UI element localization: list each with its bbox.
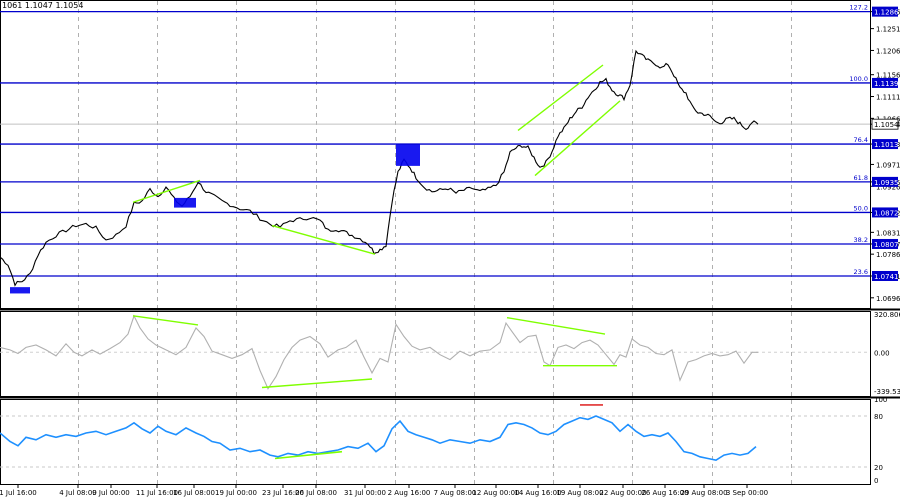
- cci-axis-label: 320.8062: [874, 311, 900, 319]
- fib-level-label: 100.0: [849, 75, 868, 83]
- time-tick-label: 19 Jul 00:00: [215, 489, 257, 497]
- fib-price-tag: [872, 176, 898, 187]
- price-trend-line: [132, 179, 201, 203]
- zone-box: [174, 197, 196, 208]
- fib-level-label: 23.6: [854, 268, 868, 276]
- fib-price-tag-label: 1.1013: [874, 141, 899, 149]
- price-tick-label: 1.1111: [876, 94, 900, 102]
- current-price-tag: [871, 118, 899, 130]
- time-tick-label: 16 Jul 08:00: [173, 489, 215, 497]
- cci-panel: 320.8062 0.00 -339.532: [0, 311, 900, 399]
- price-trend-line: [271, 224, 376, 255]
- cci-trend-line: [506, 316, 606, 335]
- time-tick-label: 7 Aug 08:00: [434, 489, 477, 497]
- fib-price-tag-label: 1.1139: [874, 80, 899, 88]
- time-axis: 1 Jul 16:00 4 Jul 08:009 Jul 00:00 11 Jul …: [0, 484, 768, 497]
- price-trend-line: [534, 100, 621, 177]
- fib-price-tag: [872, 238, 898, 249]
- time-tick-label: 19 Aug 08:00: [556, 489, 603, 497]
- rsi-panel: 100 80 20 0: [0, 396, 887, 485]
- time-tick-label: 26 Aug 16:00: [641, 489, 688, 497]
- fib-price-tag-label: 1.0935: [874, 179, 899, 187]
- fib-level-label: 76.4: [854, 136, 868, 144]
- time-tick-label: 4 Jul 08:00: [59, 489, 97, 497]
- price-series: [0, 49, 759, 287]
- zone-box: [10, 287, 30, 294]
- fib-level-label: 61.8: [854, 174, 868, 182]
- fib-price-tag: [872, 139, 898, 150]
- fib-level-label: 38.2: [854, 236, 868, 244]
- panel-frame: [0, 0, 871, 309]
- fib-price-tag: [872, 77, 898, 88]
- time-tick-label: 23 Jul 16:00: [262, 489, 304, 497]
- fib-price-tag: [872, 207, 898, 218]
- time-tick-label: 3 Sep 00:00: [726, 489, 768, 497]
- fib-price-tag-label: 1.1286: [874, 9, 899, 17]
- time-tick-label: 1 Jul 16:00: [0, 489, 37, 497]
- price-tick-label: 1.1156: [876, 72, 900, 80]
- rsi-axis-label: 80: [874, 413, 883, 421]
- fib-price-tag-label: 1.0807: [874, 241, 899, 249]
- cci-trend-line: [261, 378, 373, 389]
- price-tick-label: 1.0696: [876, 295, 900, 303]
- price-tick-label: 1.0831: [876, 229, 900, 237]
- ohlc-header: 1061 1.1047 1.1054: [2, 1, 84, 10]
- time-tick-label: 12 Aug 00:00: [472, 489, 519, 497]
- price-tick-label: 1.0786: [876, 251, 900, 259]
- time-tick-label: 14 Aug 16:00: [514, 489, 561, 497]
- time-tick-label: 22 Aug 00:00: [599, 489, 646, 497]
- rsi-axis-label: 20: [874, 464, 883, 472]
- rsi-axis-label: 100: [874, 396, 887, 404]
- price-tick-label: 1.1206: [876, 47, 900, 55]
- fib-level-label: 50.0: [854, 204, 868, 212]
- rsi-axis-label: 0: [874, 477, 878, 485]
- zone-box: [396, 144, 420, 166]
- cci-axis-label: 0.00: [874, 349, 890, 357]
- fib-price-tag-label: 1.0741: [874, 273, 899, 281]
- time-tick-label: 2 Aug 16:00: [388, 489, 431, 497]
- time-tick-label: 26 Jul 08:00: [295, 489, 337, 497]
- price-trend-line: [517, 64, 604, 132]
- fib-price-tag-label: 1.0872: [874, 209, 899, 217]
- current-price-tag-label: 1.1054: [874, 121, 899, 129]
- fib-level-label: 127.2: [849, 4, 868, 12]
- fib-price-tag: [872, 270, 898, 281]
- rsi-trend-line: [274, 450, 343, 460]
- fib-price-tag: [872, 6, 898, 17]
- price-tick-label: 1.0926: [876, 183, 900, 191]
- time-tick-label: 29 Aug 08:00: [680, 489, 727, 497]
- rsi-series: [0, 415, 757, 462]
- time-tick-label: 9 Jul 00:00: [92, 489, 130, 497]
- time-tick-label: 31 Jul 00:00: [344, 489, 386, 497]
- time-tick-label: 11 Jul 16:00: [136, 489, 178, 497]
- price-tick-label: 1.1251: [876, 26, 900, 34]
- price-tick-label: 1.0971: [876, 161, 900, 169]
- cci-axis-label: -339.532: [874, 388, 900, 396]
- price-panel: 1.12861.12511.12061.11561.11111.10661.10…: [0, 0, 900, 311]
- cci-trend-line: [132, 315, 199, 326]
- panel-frame: [0, 399, 871, 485]
